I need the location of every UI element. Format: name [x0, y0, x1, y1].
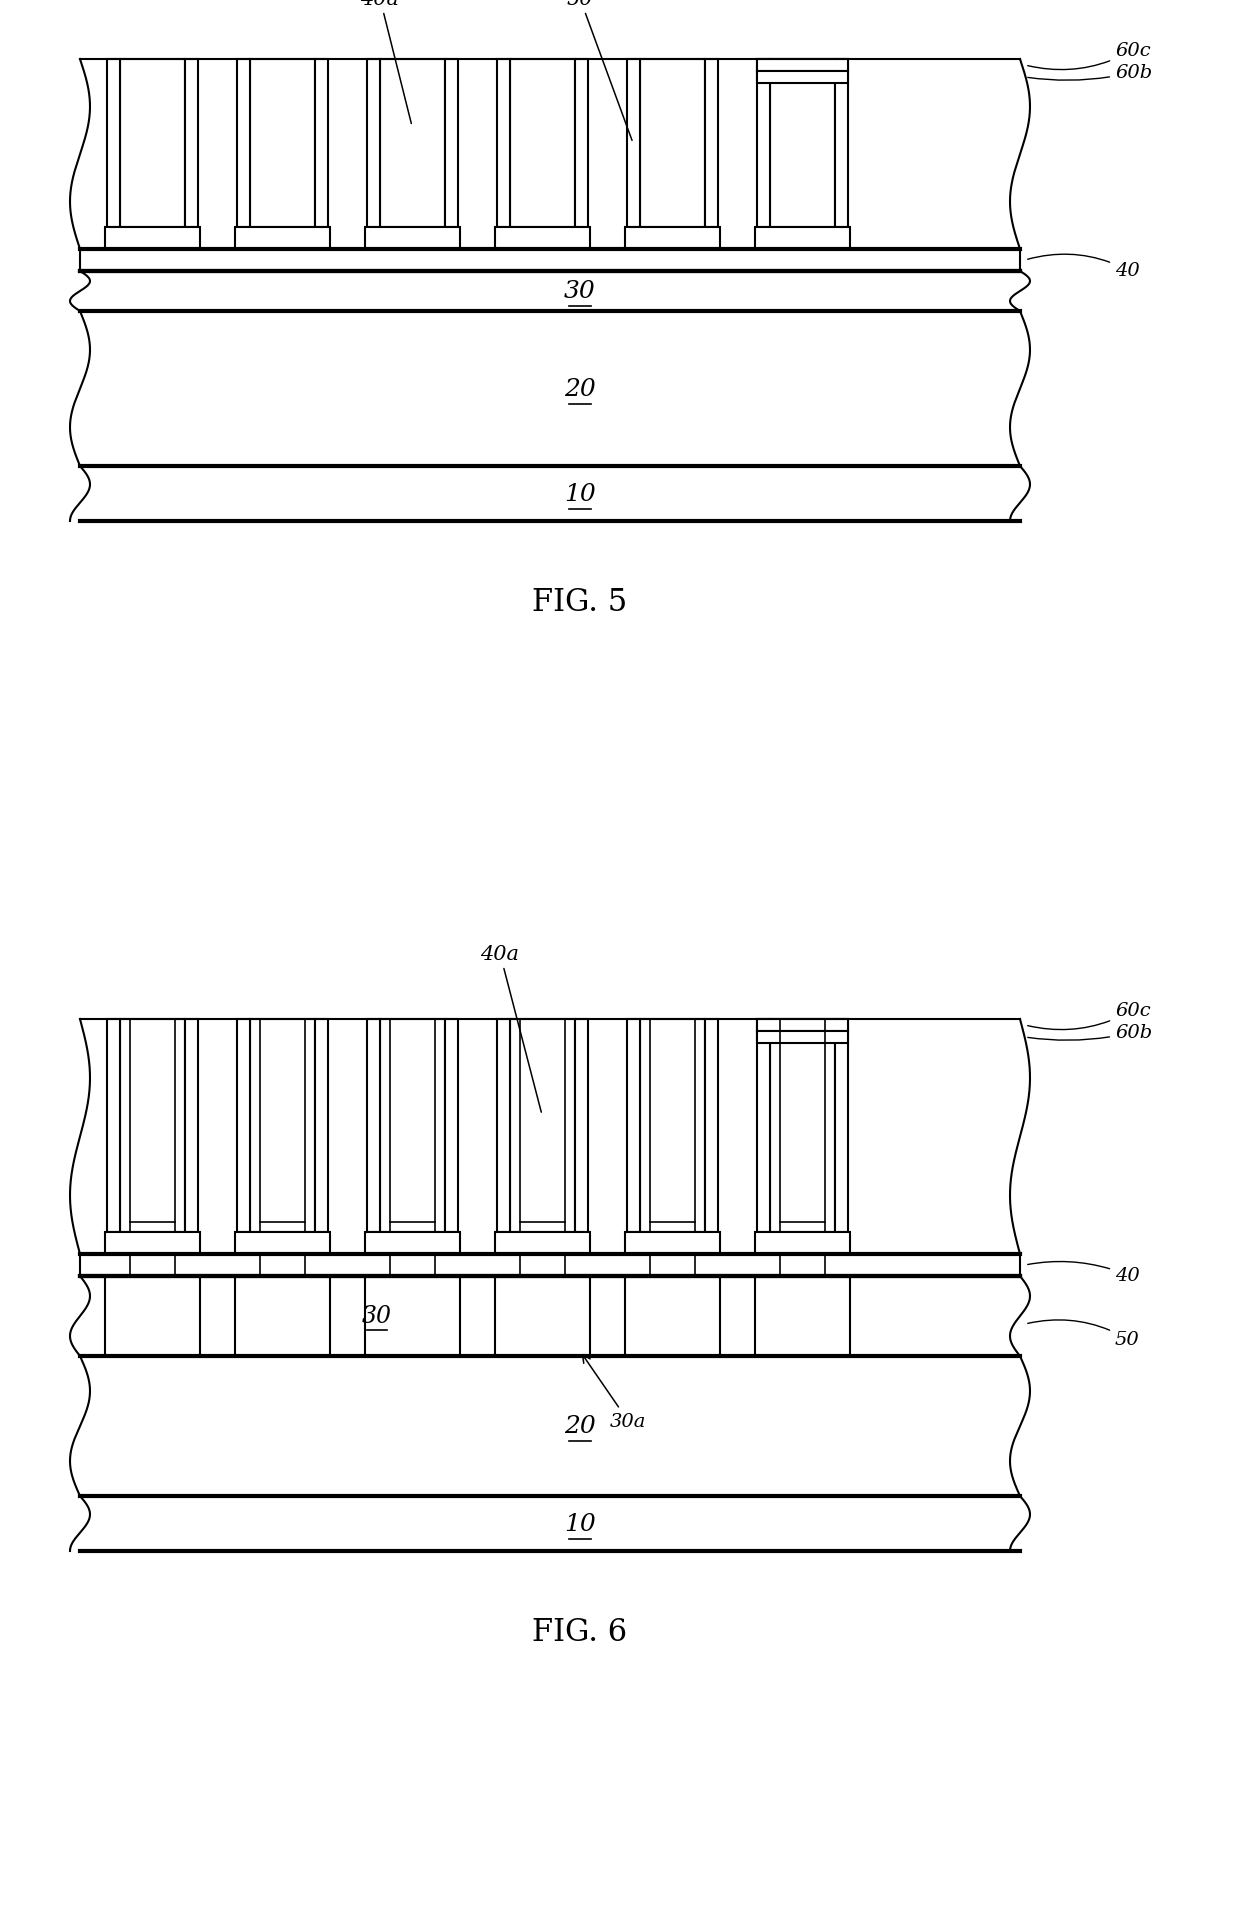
Text: 60c: 60c	[1028, 1001, 1151, 1030]
Bar	[365, 1277, 460, 1356]
Bar	[835, 1020, 847, 1233]
Bar	[754, 1233, 849, 1254]
Text: 10: 10	[564, 1513, 596, 1536]
Bar	[756, 1032, 847, 1043]
Bar	[770, 60, 835, 228]
Text: 40a: 40a	[361, 0, 412, 124]
Text: 50: 50	[567, 0, 632, 141]
Bar	[249, 60, 315, 228]
Text: 30a: 30a	[583, 1354, 646, 1430]
Bar	[107, 1020, 119, 1233]
Text: 60b: 60b	[1028, 64, 1152, 81]
Bar	[237, 1020, 249, 1233]
Bar	[81, 1495, 1021, 1551]
Bar	[365, 1233, 460, 1254]
Text: 60c: 60c	[1028, 43, 1151, 71]
Bar	[185, 1020, 197, 1233]
Bar	[574, 1020, 588, 1233]
Text: FIG. 6: FIG. 6	[532, 1617, 627, 1648]
Bar	[756, 71, 847, 83]
Bar	[640, 1020, 704, 1233]
Text: 60b: 60b	[1028, 1024, 1152, 1041]
Bar	[704, 60, 718, 228]
Bar	[626, 1020, 640, 1233]
Bar	[104, 1233, 200, 1254]
Text: 40: 40	[1028, 1262, 1140, 1285]
Bar	[754, 1277, 849, 1356]
Bar	[81, 249, 1021, 272]
Bar	[379, 1020, 444, 1233]
Bar	[625, 1277, 719, 1356]
Bar	[365, 228, 460, 249]
Bar	[640, 60, 704, 228]
Bar	[81, 272, 1021, 311]
Bar	[81, 468, 1021, 522]
Bar	[625, 1233, 719, 1254]
Text: 20: 20	[564, 1414, 596, 1437]
Bar	[754, 228, 849, 249]
Bar	[626, 60, 640, 228]
Bar	[574, 60, 588, 228]
Bar	[81, 311, 1021, 468]
Bar	[495, 228, 589, 249]
Bar	[119, 1020, 185, 1233]
Bar	[315, 1020, 327, 1233]
Text: 30: 30	[564, 280, 596, 303]
Bar	[315, 60, 327, 228]
Text: 30: 30	[362, 1304, 392, 1327]
Bar	[119, 60, 185, 228]
Text: 20: 20	[564, 379, 596, 400]
Bar	[770, 1020, 835, 1233]
Bar	[107, 60, 119, 228]
Bar	[444, 1020, 458, 1233]
Text: FIG. 5: FIG. 5	[532, 587, 627, 618]
Bar	[81, 1356, 1021, 1495]
Text: 50: 50	[1028, 1320, 1140, 1349]
Bar	[104, 1277, 200, 1356]
Bar	[185, 60, 197, 228]
Bar	[756, 60, 847, 71]
Text: 10: 10	[564, 483, 596, 506]
Bar	[104, 228, 200, 249]
Bar	[495, 1277, 589, 1356]
Text: 40a: 40a	[481, 945, 542, 1113]
Bar	[234, 1233, 330, 1254]
Bar	[756, 1020, 770, 1233]
Bar	[756, 1020, 847, 1032]
Bar	[367, 1020, 379, 1233]
Bar	[237, 60, 249, 228]
Bar	[234, 1277, 330, 1356]
Bar	[379, 60, 444, 228]
Bar	[81, 1254, 1021, 1277]
Bar	[496, 60, 510, 228]
Bar	[756, 60, 770, 228]
Bar	[835, 60, 847, 228]
Bar	[444, 60, 458, 228]
Bar	[510, 60, 574, 228]
Bar	[367, 60, 379, 228]
Bar	[704, 1020, 718, 1233]
Bar	[496, 1020, 510, 1233]
Bar	[625, 228, 719, 249]
Bar	[249, 1020, 315, 1233]
Bar	[81, 1277, 1021, 1356]
Bar	[510, 1020, 574, 1233]
Bar	[234, 228, 330, 249]
Bar	[495, 1233, 589, 1254]
Text: 40: 40	[1028, 255, 1140, 280]
